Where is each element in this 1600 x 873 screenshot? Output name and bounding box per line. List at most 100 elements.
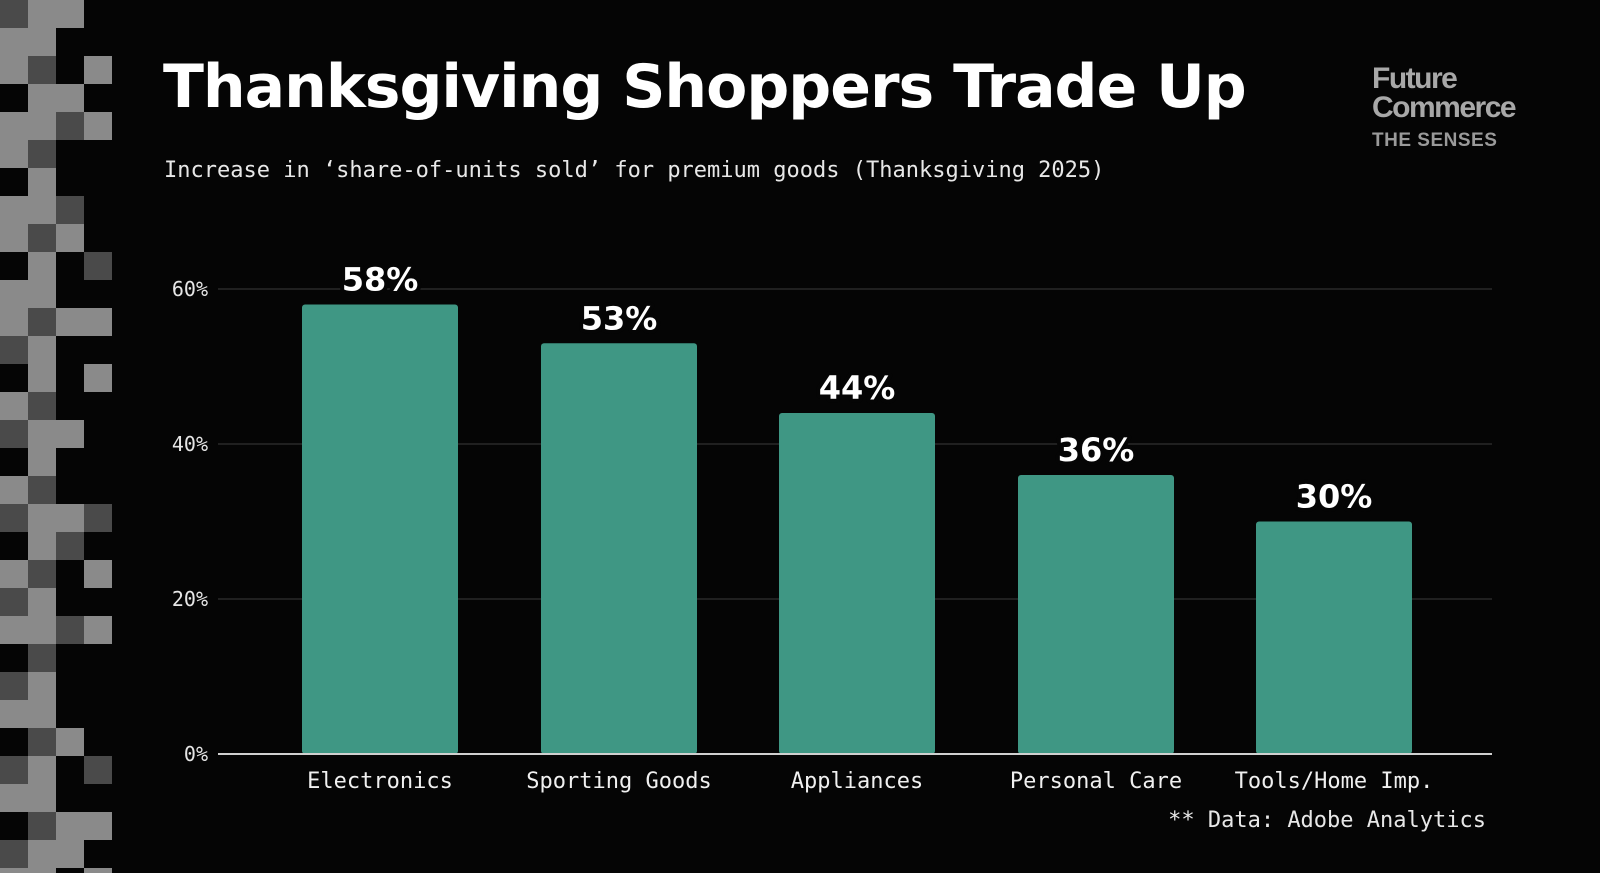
value-labels: 58% 53% 44% 36% 30% (338, 257, 1377, 520)
pixel-block (28, 784, 56, 812)
bar-value-label: 36% (1058, 431, 1135, 469)
brand-name-line-1: Future (1372, 62, 1458, 95)
pixel-block (0, 336, 28, 364)
pixel-block (28, 308, 56, 336)
pixel-block (28, 196, 56, 224)
pixel-block (28, 56, 56, 84)
brand-name-line-2: Commerce (1372, 91, 1517, 124)
pixel-block (28, 532, 56, 560)
bar (1256, 521, 1412, 754)
bar-value-label: 44% (819, 369, 896, 407)
chart-subtitle: Increase in ‘share-of-units sold’ for pr… (164, 158, 1105, 183)
bar (302, 304, 458, 754)
category-labels: Electronics Sporting Goods Appliances Perso… (307, 769, 1433, 794)
pixel-block (0, 756, 28, 784)
category-label: Electronics (307, 769, 453, 794)
brand-tagline: THE SENSES (1372, 130, 1498, 151)
pixel-block (28, 448, 56, 476)
pixel-block (84, 812, 112, 840)
pixel-block (0, 476, 28, 504)
pixel-block (84, 868, 112, 873)
pixel-block (56, 728, 84, 756)
pixel-block (56, 84, 84, 112)
pixel-block (0, 56, 28, 84)
pixel-block (28, 728, 56, 756)
pixel-block (0, 588, 28, 616)
pixel-block (0, 616, 28, 644)
category-label: Personal Care (1010, 769, 1182, 794)
pixel-block (0, 224, 28, 252)
pixel-block (0, 392, 28, 420)
y-tick-label: 40% (172, 432, 208, 456)
pixel-block (56, 420, 84, 448)
pixel-block (56, 308, 84, 336)
pixel-block (28, 868, 56, 873)
pixel-block (0, 560, 28, 588)
chart-title: Thanksgiving Shoppers Trade Up (163, 52, 1247, 122)
category-label: Appliances (791, 769, 923, 794)
pixel-block (56, 616, 84, 644)
pixel-block (28, 420, 56, 448)
data-source-note: ** Data: Adobe Analytics (1168, 808, 1486, 833)
pixel-block (84, 616, 112, 644)
pixel-block (28, 0, 56, 28)
pixel-block (56, 196, 84, 224)
pixel-block (0, 196, 28, 224)
pixel-block (28, 252, 56, 280)
pixel-block (28, 700, 56, 728)
pixel-block (84, 560, 112, 588)
bar-value-label: 53% (581, 299, 658, 337)
category-label: Sporting Goods (526, 769, 711, 794)
pixel-block (28, 476, 56, 504)
pixel-block (56, 112, 84, 140)
bar-value-label: 30% (1296, 478, 1373, 516)
pixel-block (28, 616, 56, 644)
pixel-block (28, 140, 56, 168)
pixel-block (28, 224, 56, 252)
pixel-block (0, 868, 28, 873)
pixel-block (28, 392, 56, 420)
pixel-block (56, 0, 84, 28)
pixel-block (28, 756, 56, 784)
pixel-block (0, 700, 28, 728)
pixel-block (28, 28, 56, 56)
y-tick-label: 0% (184, 742, 208, 766)
pixel-block (56, 532, 84, 560)
pixel-block (0, 28, 28, 56)
pixel-block (28, 84, 56, 112)
pixel-block (0, 308, 28, 336)
pixel-block (84, 56, 112, 84)
y-tick-label: 60% (172, 277, 208, 301)
pixel-block (28, 364, 56, 392)
pixel-block (84, 364, 112, 392)
brand-logo: Future Commerce THE SENSES (1372, 64, 1572, 152)
pixel-block (28, 168, 56, 196)
bars (302, 304, 1412, 754)
pixel-block (0, 784, 28, 812)
pixel-block (0, 420, 28, 448)
pixel-block (0, 140, 28, 168)
pixel-block (28, 812, 56, 840)
pixel-block (84, 756, 112, 784)
pixel-block (28, 672, 56, 700)
pixel-block (84, 504, 112, 532)
bar (1018, 475, 1174, 754)
bar-value-label: 58% (342, 261, 419, 299)
pixel-block (56, 224, 84, 252)
pixel-block (28, 840, 56, 868)
pixel-block (28, 560, 56, 588)
pixel-block (0, 504, 28, 532)
bar (541, 343, 697, 754)
pixel-block (56, 504, 84, 532)
pixel-block (28, 112, 56, 140)
pixel-block (28, 336, 56, 364)
category-label: Tools/Home Imp. (1235, 769, 1434, 794)
pixel-block (28, 588, 56, 616)
pixel-block (84, 308, 112, 336)
pixel-block (28, 644, 56, 672)
pixel-block (56, 840, 84, 868)
pixel-block (0, 112, 28, 140)
pixel-block (84, 252, 112, 280)
